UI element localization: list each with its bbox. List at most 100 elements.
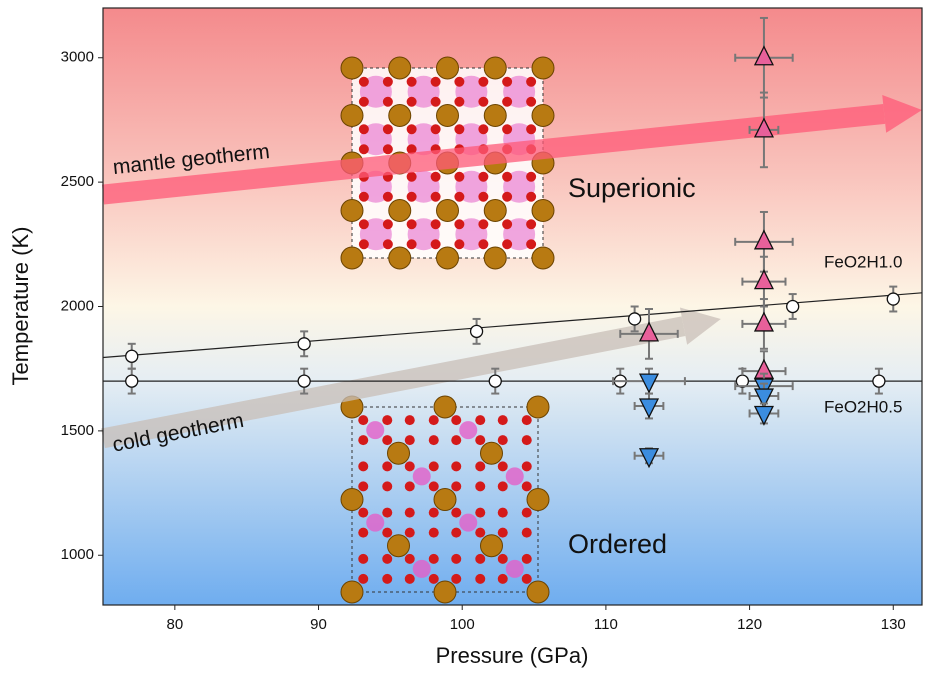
oxygen-atom bbox=[359, 219, 369, 229]
iron-atom bbox=[388, 535, 410, 557]
oxygen-atom bbox=[475, 508, 485, 518]
hydrogen-cloud bbox=[459, 514, 477, 532]
oxygen-atom bbox=[429, 435, 439, 445]
oxygen-atom bbox=[407, 192, 417, 202]
data-point bbox=[887, 293, 899, 305]
oxygen-atom bbox=[526, 192, 536, 202]
iron-atom bbox=[389, 57, 411, 79]
data-point bbox=[873, 375, 885, 387]
oxygen-atom bbox=[382, 415, 392, 425]
iron-atom bbox=[437, 57, 459, 79]
oxygen-atom bbox=[431, 239, 441, 249]
data-point bbox=[787, 301, 799, 313]
data-point bbox=[489, 375, 501, 387]
oxygen-atom bbox=[429, 574, 439, 584]
oxygen-atom bbox=[522, 554, 532, 564]
iron-atom bbox=[527, 489, 549, 511]
oxygen-atom bbox=[431, 172, 441, 182]
iron-atom bbox=[389, 105, 411, 127]
hydrogen-cloud bbox=[506, 560, 524, 578]
data-point bbox=[471, 325, 483, 337]
oxygen-atom bbox=[429, 508, 439, 518]
oxygen-atom bbox=[498, 554, 508, 564]
series-label: FeO2H0.5 bbox=[824, 398, 902, 417]
x-axis-label: Pressure (GPa) bbox=[436, 643, 589, 668]
oxygen-atom bbox=[502, 239, 512, 249]
oxygen-atom bbox=[502, 124, 512, 134]
oxygen-atom bbox=[475, 481, 485, 491]
series-label: FeO2H1.0 bbox=[824, 252, 902, 271]
oxygen-atom bbox=[498, 481, 508, 491]
oxygen-atom bbox=[451, 528, 461, 538]
oxygen-atom bbox=[382, 528, 392, 538]
oxygen-atom bbox=[359, 239, 369, 249]
oxygen-atom bbox=[502, 77, 512, 87]
oxygen-atom bbox=[431, 97, 441, 107]
oxygen-atom bbox=[358, 508, 368, 518]
iron-atom bbox=[341, 105, 363, 127]
oxygen-atom bbox=[451, 435, 461, 445]
x-tick-label: 80 bbox=[166, 616, 183, 633]
oxygen-atom bbox=[526, 172, 536, 182]
oxygen-atom bbox=[475, 528, 485, 538]
oxygen-atom bbox=[429, 528, 439, 538]
oxygen-atom bbox=[405, 508, 415, 518]
oxygen-atom bbox=[431, 192, 441, 202]
iron-atom bbox=[437, 200, 459, 222]
data-point bbox=[298, 375, 310, 387]
x-tick-label: 130 bbox=[881, 616, 906, 633]
oxygen-atom bbox=[451, 461, 461, 471]
y-tick-label: 1500 bbox=[61, 422, 94, 439]
oxygen-atom bbox=[526, 97, 536, 107]
oxygen-atom bbox=[454, 97, 464, 107]
oxygen-atom bbox=[359, 192, 369, 202]
iron-atom bbox=[484, 105, 506, 127]
iron-atom bbox=[484, 247, 506, 269]
oxygen-atom bbox=[498, 415, 508, 425]
data-point bbox=[629, 313, 641, 325]
hydrogen-cloud bbox=[366, 421, 384, 439]
annotation: Superionic bbox=[568, 173, 696, 203]
oxygen-atom bbox=[383, 192, 393, 202]
chart: mantle geothermcold geothermFeO2H1.0FeO2… bbox=[0, 0, 925, 675]
oxygen-atom bbox=[502, 172, 512, 182]
oxygen-atom bbox=[429, 461, 439, 471]
oxygen-atom bbox=[522, 481, 532, 491]
oxygen-atom bbox=[383, 77, 393, 87]
oxygen-atom bbox=[451, 481, 461, 491]
iron-atom bbox=[481, 535, 503, 557]
iron-atom bbox=[437, 105, 459, 127]
oxygen-atom bbox=[478, 219, 488, 229]
oxygen-atom bbox=[478, 124, 488, 134]
oxygen-atom bbox=[358, 554, 368, 564]
iron-atom bbox=[532, 105, 554, 127]
oxygen-atom bbox=[383, 219, 393, 229]
y-axis-label: Temperature (K) bbox=[8, 227, 33, 386]
hydrogen-cloud bbox=[413, 560, 431, 578]
x-tick-label: 90 bbox=[310, 616, 327, 633]
oxygen-atom bbox=[526, 124, 536, 134]
oxygen-atom bbox=[478, 77, 488, 87]
oxygen-atom bbox=[454, 172, 464, 182]
oxygen-atom bbox=[502, 97, 512, 107]
iron-atom bbox=[341, 581, 363, 603]
oxygen-atom bbox=[405, 461, 415, 471]
iron-atom bbox=[532, 57, 554, 79]
data-point bbox=[126, 350, 138, 362]
oxygen-atom bbox=[522, 528, 532, 538]
oxygen-atom bbox=[405, 528, 415, 538]
x-tick-label: 100 bbox=[450, 616, 475, 633]
oxygen-atom bbox=[405, 554, 415, 564]
x-tick-label: 110 bbox=[594, 616, 618, 633]
oxygen-atom bbox=[522, 574, 532, 584]
iron-atom bbox=[532, 247, 554, 269]
oxygen-atom bbox=[526, 239, 536, 249]
oxygen-atom bbox=[451, 554, 461, 564]
oxygen-atom bbox=[454, 124, 464, 134]
hydrogen-cloud bbox=[413, 467, 431, 485]
y-tick-label: 2500 bbox=[61, 173, 94, 190]
data-point bbox=[126, 375, 138, 387]
iron-atom bbox=[341, 57, 363, 79]
oxygen-atom bbox=[498, 574, 508, 584]
oxygen-atom bbox=[407, 97, 417, 107]
